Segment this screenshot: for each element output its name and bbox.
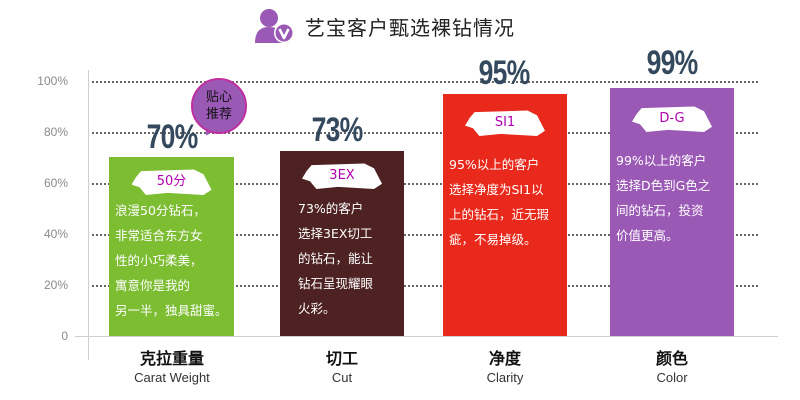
bar-color: D-G 99%以上的客户 选择D色到G色之 间的钻石，投资 价值更高。 (610, 88, 734, 336)
y-tick-20: 20% (43, 278, 68, 292)
bar-description: 95%以上的客户 选择净度为SI1以 上的钻石，近无瑕 疵，不易掉级。 (449, 157, 550, 247)
category-label-en: Clarity (486, 370, 524, 385)
bar-tag: 50分 (131, 169, 212, 195)
bar-value-label: 70% (146, 118, 199, 156)
y-tick-0: 0 (61, 329, 68, 343)
bar-tag: 3EX (302, 163, 382, 189)
bar-tag: SI1 (465, 110, 545, 136)
x-axis (75, 336, 778, 337)
chart-title-text: 艺宝客户甄选裸钻情况 (305, 15, 515, 40)
bar-description: 浪漫50分钻石， 非常适合东方女 性的小巧柔美， 寓意你是我的 另一半，独具甜蜜… (115, 203, 228, 318)
bar-value-label: 95% (478, 54, 531, 92)
category-label-en: Carat Weight (134, 370, 210, 385)
gridline-80 (92, 132, 758, 134)
bar-clarity: SI1 95%以上的客户 选择净度为SI1以 上的钻石，近无瑕 疵，不易掉级。 (443, 94, 567, 336)
y-axis (88, 70, 89, 360)
category-label-zh: 切工 (325, 349, 358, 368)
y-tick-60: 60% (43, 176, 68, 190)
gridline-100 (92, 81, 758, 83)
bar-description: 99%以上的客户 选择D色到G色之 间的钻石，投资 价值更高。 (616, 153, 711, 243)
bar-carat-weight: 50分 浪漫50分钻石， 非常适合东方女 性的小巧柔美， 寓意你是我的 另一半，… (109, 157, 234, 336)
gridline-60 (92, 183, 758, 185)
category-label-zh: 净度 (488, 349, 521, 368)
bar-description: 73%的客户 选择3EX切工 的钻石，能让 钻石呈现耀眼 火彩。 (298, 201, 374, 316)
user-check-icon (253, 7, 297, 45)
recommend-badge: 贴心 推荐 (191, 78, 247, 134)
bar-cut: 3EX 73%的客户 选择3EX切工 的钻石，能让 钻石呈现耀眼 火彩。 (280, 151, 404, 336)
bar-value-label: 99% (646, 44, 699, 82)
category-label-en: Color (656, 370, 688, 385)
gridline-20 (92, 285, 758, 287)
category-label-en: Cut (331, 370, 353, 385)
y-tick-80: 80% (43, 125, 68, 139)
bar-tag: D-G (632, 106, 712, 132)
y-tick-100: 100% (37, 74, 68, 88)
gridline-40 (92, 234, 758, 236)
chart-title: 艺宝客户甄选裸钻情况 (253, 6, 515, 46)
category-label-zh: 颜色 (655, 349, 688, 368)
category-label-zh: 克拉重量 (139, 349, 204, 368)
bar-value-label: 73% (311, 111, 364, 149)
y-tick-40: 40% (43, 227, 68, 241)
